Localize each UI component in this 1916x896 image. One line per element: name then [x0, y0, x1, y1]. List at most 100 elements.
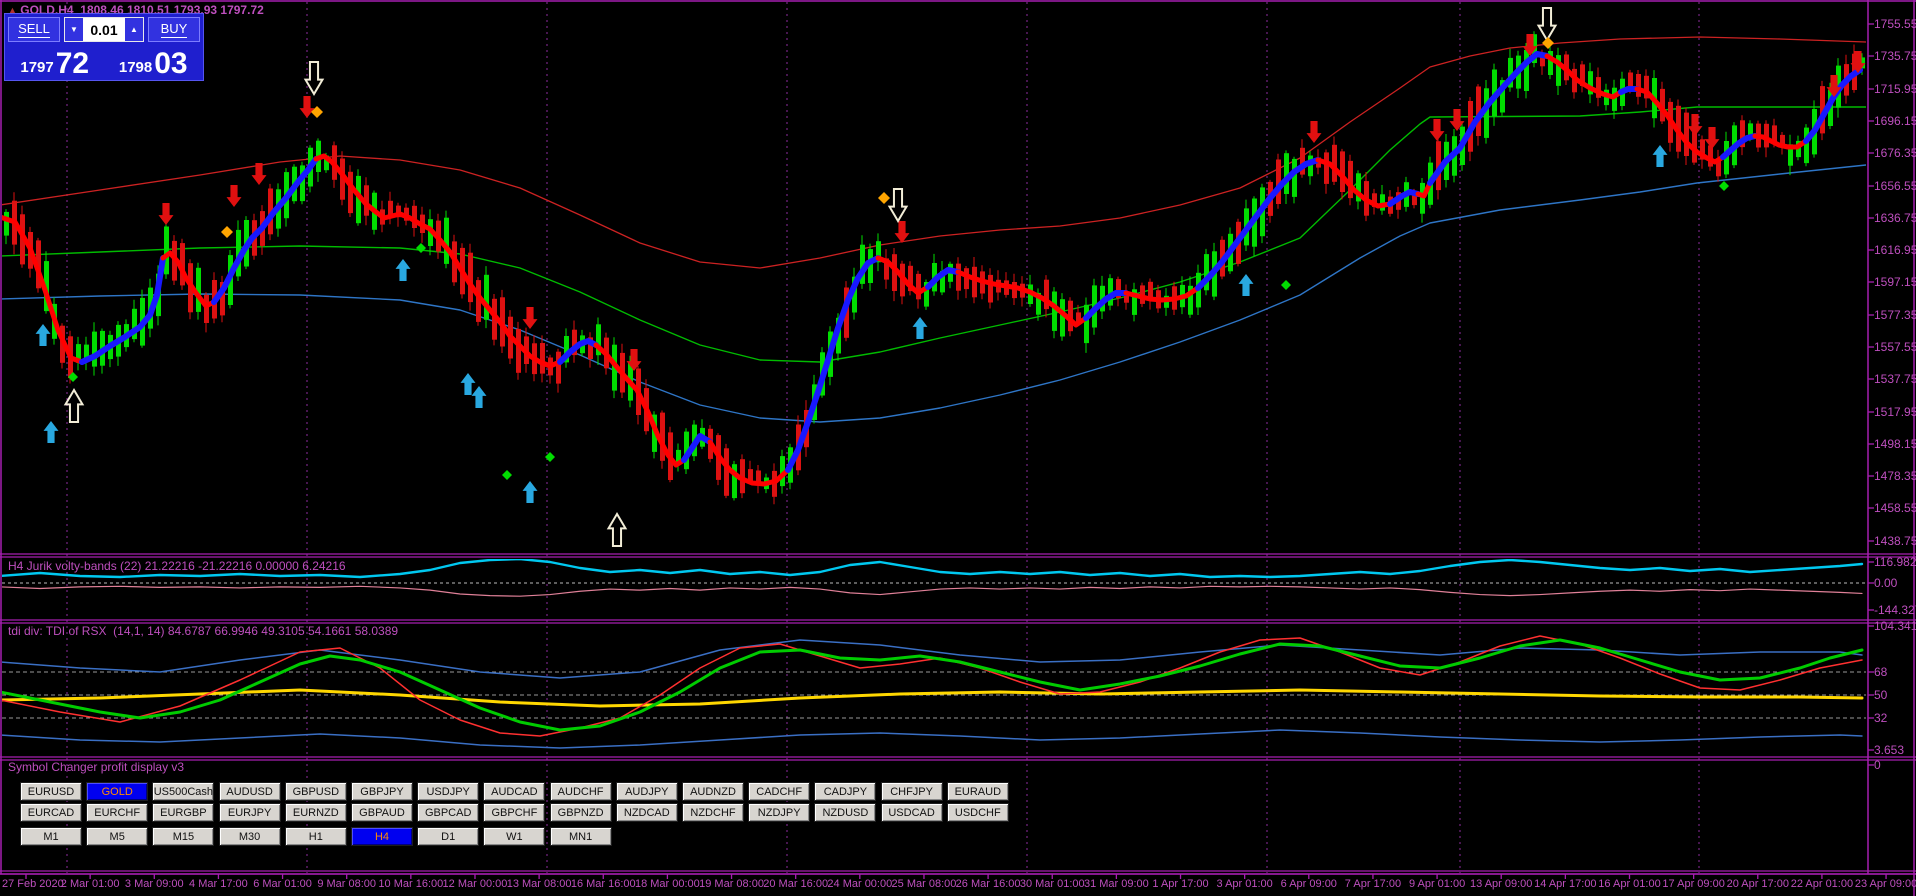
sell-button[interactable]: SELL — [8, 17, 60, 42]
symbol-button-CADJPY[interactable]: CADJPY — [814, 782, 877, 801]
lot-size-input[interactable]: 0.01 — [83, 18, 125, 41]
price-axis-label: 1715.95 — [1874, 82, 1916, 96]
lot-increase-button[interactable]: ▲ — [125, 18, 143, 41]
sell-arrow-icon — [1429, 119, 1445, 141]
price-axis-label: 1636.75 — [1874, 211, 1916, 225]
symbol-button-USDJPY[interactable]: USDJPY — [417, 782, 480, 801]
sell-arrow-icon — [1449, 109, 1465, 131]
symbol-button-GBPCHF[interactable]: GBPCHF — [483, 803, 546, 822]
symbol-button-NZDCHF[interactable]: NZDCHF — [682, 803, 744, 822]
symbol-button-AUDUSD[interactable]: AUDUSD — [218, 782, 281, 801]
timeframe-button-W1[interactable]: W1 — [483, 827, 546, 846]
buy-button[interactable]: BUY — [148, 17, 200, 42]
sell-arrow-icon — [1704, 127, 1720, 149]
price-axis-label: 1557.55 — [1874, 340, 1916, 354]
time-axis-label: 20 Apr 17:00 — [1726, 878, 1789, 890]
buy-button-label: BUY — [160, 21, 188, 38]
symbol-button-GBPNZD[interactable]: GBPNZD — [549, 803, 612, 822]
profit-axis-label: 0 — [1874, 758, 1881, 772]
lot-size-stepper: ▼ 0.01 ▲ — [64, 17, 144, 42]
price-axis-label: 1755.55 — [1874, 17, 1916, 31]
symbol-button-GBPJPY[interactable]: GBPJPY — [351, 782, 413, 801]
time-axis-label: 6 Apr 09:00 — [1280, 878, 1337, 890]
timeframe-button-M30[interactable]: M30 — [218, 827, 281, 846]
symbol-button-EURUSD[interactable]: EURUSD — [20, 782, 82, 801]
symbol-button-EURNZD[interactable]: EURNZD — [284, 803, 347, 822]
timeframe-button-M15[interactable]: M15 — [152, 827, 215, 846]
time-axis-label: 7 Apr 17:00 — [1344, 878, 1402, 890]
symbol-button-AUDJPY[interactable]: AUDJPY — [615, 782, 678, 801]
symbol-button-EURCAD[interactable]: EURCAD — [20, 803, 82, 822]
sell-price[interactable]: 1797 72 — [8, 45, 102, 80]
lot-decrease-button[interactable]: ▼ — [65, 18, 83, 41]
buy-price-small-digits: 1798 — [118, 59, 153, 76]
time-axis-label: 2 Mar 01:00 — [60, 878, 120, 890]
sell-arrow-icon — [894, 221, 910, 243]
trend-ma-line — [2, 51, 1863, 487]
timeframe-button-M1[interactable]: M1 — [20, 827, 82, 846]
sell-arrow-icon — [522, 307, 538, 329]
symbol-button-EURJPY[interactable]: EURJPY — [218, 803, 281, 822]
symbol-button-EURGBP[interactable]: EURGBP — [152, 803, 215, 822]
timeframe-button-M5[interactable]: M5 — [86, 827, 149, 846]
symbol-button-US500Cash[interactable]: US500Cash — [152, 782, 215, 801]
tdi-axis-label: 68 — [1874, 665, 1888, 679]
exit-up-arrow-icon — [63, 388, 85, 423]
timeframe-button-D1[interactable]: D1 — [417, 827, 480, 846]
signal-markers — [35, 7, 1866, 547]
time-axis-label: 19 Mar 08:00 — [699, 878, 764, 890]
buy-arrow-icon — [522, 481, 538, 503]
timeframe-button-MN1[interactable]: MN1 — [549, 827, 612, 846]
sell-arrow-icon — [1826, 75, 1842, 97]
sell-arrow-icon — [626, 349, 642, 371]
symbol-button-USDCHF[interactable]: USDCHF — [946, 803, 1009, 822]
price-axis-label: 1458.55 — [1874, 501, 1916, 515]
symbol-button-NZDJPY[interactable]: NZDJPY — [748, 803, 811, 822]
sell-arrow-icon — [158, 203, 174, 225]
symbol-button-NZDCAD[interactable]: NZDCAD — [615, 803, 678, 822]
tdi-axis-label: 50 — [1874, 688, 1888, 702]
buy-price[interactable]: 1798 03 — [107, 45, 201, 79]
exit-down-arrow-icon — [887, 188, 909, 223]
symbol-button-AUDCAD[interactable]: AUDCAD — [483, 782, 546, 801]
symbol-button-GBPUSD[interactable]: GBPUSD — [284, 782, 347, 801]
jurik-axis-label: 0.00 — [1874, 576, 1898, 590]
symbol-button-GBPAUD[interactable]: GBPAUD — [351, 803, 413, 822]
symbol-button-GBPCAD[interactable]: GBPCAD — [417, 803, 480, 822]
symbol-button-AUDNZD[interactable]: AUDNZD — [682, 782, 744, 801]
symbol-button-EURAUD[interactable]: EURAUD — [946, 782, 1009, 801]
time-axis-label: 13 Apr 09:00 — [1470, 878, 1533, 890]
jurik-axis-label: 116.98277 — [1874, 555, 1916, 569]
symbol-button-GOLD[interactable]: GOLD — [86, 782, 149, 801]
symbol-button-CHFJPY[interactable]: CHFJPY — [880, 782, 943, 801]
timeframe-button-H4[interactable]: H4 — [351, 827, 413, 846]
sell-arrow-icon — [226, 185, 242, 207]
sell-button-label: SELL — [18, 21, 50, 38]
symbol-button-AUDCHF[interactable]: AUDCHF — [549, 782, 612, 801]
symbol-button-CADCHF[interactable]: CADCHF — [748, 782, 811, 801]
sell-arrow-icon — [299, 96, 315, 118]
time-axis-label: 10 Mar 16:00 — [378, 878, 444, 890]
tdi-axis-label: 3.653 — [1874, 743, 1905, 757]
price-axis-label: 1676.35 — [1874, 146, 1916, 160]
time-axis-label: 22 Apr 01:00 — [1790, 878, 1854, 890]
price-axis-label: 1498.15 — [1874, 437, 1916, 451]
sell-price-small-digits: 1797 — [20, 59, 54, 76]
price-axis-label: 1537.75 — [1874, 372, 1916, 386]
symbol-button-EURCHF[interactable]: EURCHF — [86, 803, 149, 822]
timeframe-button-H1[interactable]: H1 — [284, 827, 347, 846]
symbol-button-NZDUSD[interactable]: NZDUSD — [814, 803, 877, 822]
time-axis-label: 24 Mar 00:00 — [827, 878, 893, 890]
time-axis-label: 16 Apr 01:00 — [1598, 878, 1661, 890]
symbol-button-USDCAD[interactable]: USDCAD — [880, 803, 943, 822]
symbol-changer-label: Symbol Changer profit display v3 — [8, 760, 185, 774]
price-axis-label: 1517.95 — [1874, 405, 1916, 419]
time-axis-label: 6 Mar 01:00 — [253, 878, 312, 890]
buy-arrow-icon — [1238, 274, 1254, 296]
price-axis-label: 1616.95 — [1874, 243, 1916, 257]
sell-price-big-digits: 72 — [55, 47, 90, 80]
jurik-indicator-label: H4 Jurik volty-bands (22) 21.22216 -21.2… — [8, 559, 346, 573]
time-axis-label: 9 Mar 08:00 — [317, 878, 377, 890]
